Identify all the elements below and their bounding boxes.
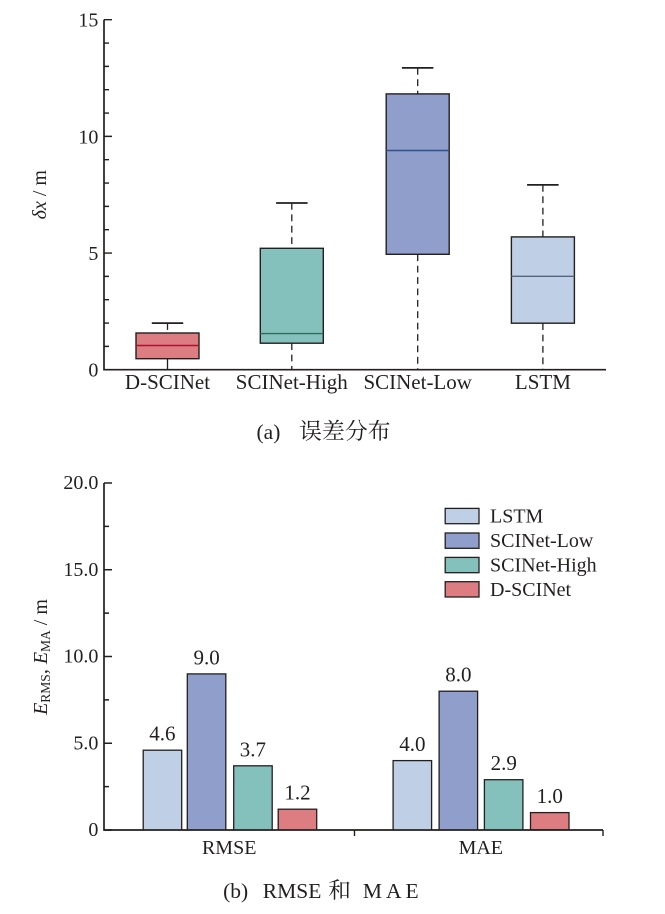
svg-text:3.7: 3.7 [240, 737, 266, 761]
svg-text:δx / m: δx / m [29, 170, 51, 220]
svg-text:0: 0 [88, 360, 98, 382]
svg-text:MAE: MAE [459, 837, 503, 859]
svg-text:MAE: MAE [363, 879, 423, 903]
svg-text:SCINet-High: SCINet-High [236, 370, 348, 394]
svg-text:RMSE: RMSE [263, 879, 322, 903]
svg-text:4.6: 4.6 [149, 722, 175, 746]
svg-text:(a): (a) [257, 420, 281, 444]
svg-text:8.0: 8.0 [445, 663, 471, 687]
svg-text:15: 15 [78, 10, 98, 32]
svg-text:RMSE: RMSE [202, 837, 256, 859]
svg-text:(b): (b) [223, 879, 248, 903]
svg-text:10: 10 [78, 126, 98, 148]
svg-text:5: 5 [88, 243, 98, 265]
svg-text:5.0: 5.0 [73, 733, 98, 755]
svg-text:D-SCINet: D-SCINet [125, 370, 210, 394]
svg-text:1.2: 1.2 [284, 781, 310, 805]
svg-text:9.0: 9.0 [193, 645, 219, 669]
svg-text:1.0: 1.0 [537, 784, 563, 808]
svg-text:10.0: 10.0 [63, 646, 98, 668]
svg-text:2.9: 2.9 [491, 751, 517, 775]
svg-text:20.0: 20.0 [63, 472, 98, 494]
svg-text:4.0: 4.0 [399, 732, 425, 756]
svg-text:SCINet-Low: SCINet-Low [363, 370, 472, 394]
svg-text:ERMS, EMA / m: ERMS, EMA / m [30, 599, 53, 716]
svg-text:15.0: 15.0 [63, 559, 98, 581]
svg-text:0: 0 [88, 819, 98, 841]
svg-text:D-SCINet: D-SCINet [490, 579, 572, 601]
svg-text:LSTM: LSTM [515, 370, 571, 394]
svg-text:LSTM: LSTM [490, 506, 544, 528]
svg-text:SCINet-High: SCINet-High [490, 555, 597, 577]
svg-text:SCINet-Low: SCINet-Low [490, 530, 594, 552]
